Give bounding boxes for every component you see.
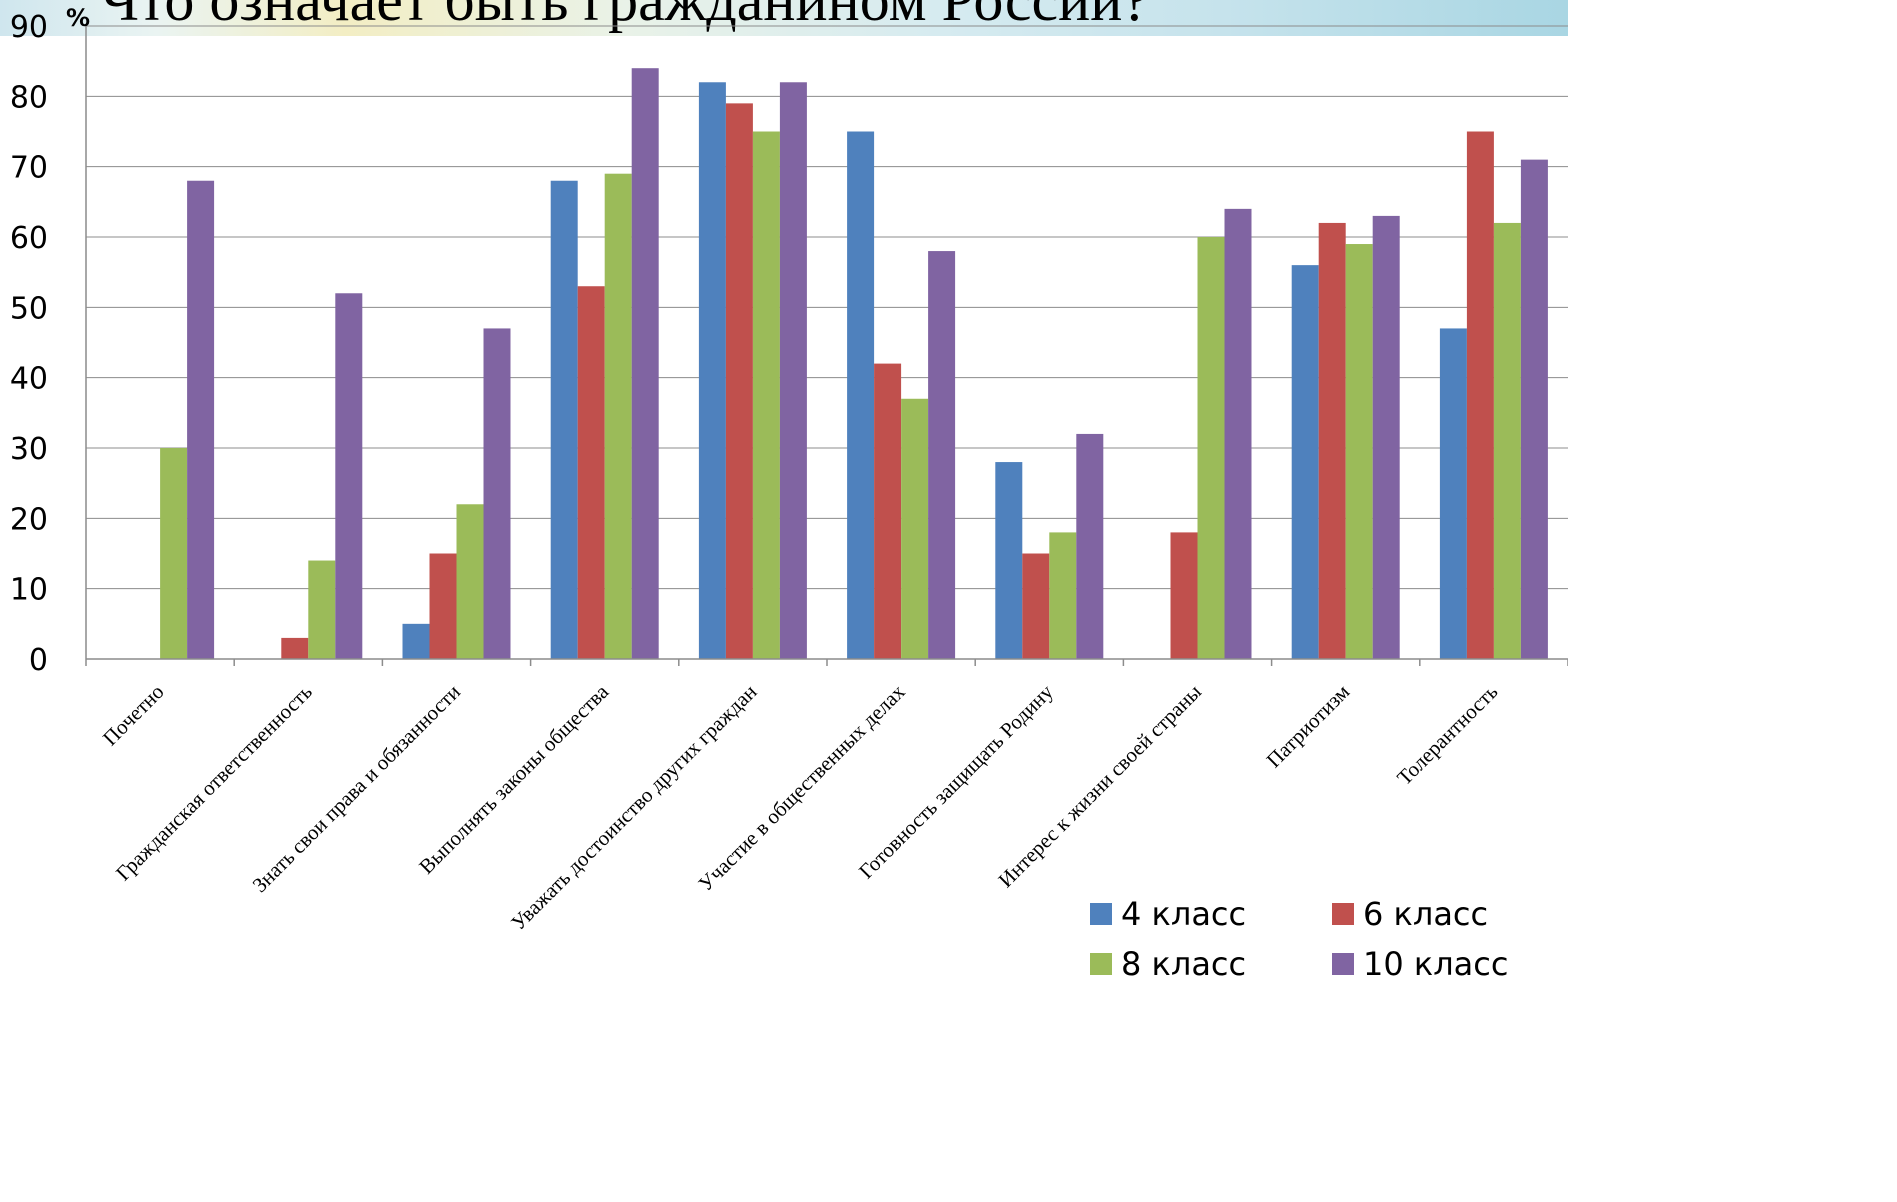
axes — [85, 26, 1568, 666]
y-tick-label: 60 — [10, 221, 48, 256]
x-tick-label: Патриотизм — [1262, 680, 1355, 773]
y-axis-unit: % — [66, 4, 90, 32]
y-tick-label: 50 — [10, 291, 48, 326]
bar — [1049, 532, 1077, 659]
bars — [160, 68, 1548, 660]
bar — [1197, 237, 1225, 659]
bar — [901, 398, 929, 659]
bar — [1439, 328, 1467, 659]
bar — [604, 173, 632, 659]
bar-chart: 0 10 20 30 40 50 60 70 80 90 % ПочетноГражданская… — [10, 4, 1568, 983]
bar — [1520, 159, 1548, 659]
y-tick-label: 90 — [10, 10, 48, 45]
bar — [1076, 433, 1104, 659]
bar — [550, 180, 578, 659]
y-tick-label: 40 — [10, 362, 48, 397]
bar — [725, 103, 753, 659]
y-tick-label: 30 — [10, 432, 48, 467]
y-tick-label: 20 — [10, 502, 48, 537]
title-banner: Что означает быть гражданином России? — [0, 0, 1568, 36]
slide-title: Что означает быть гражданином России? — [100, 0, 1150, 33]
y-tick-label: 80 — [10, 80, 48, 115]
y-tick-label: 0 — [29, 643, 48, 678]
bar — [1318, 222, 1346, 659]
bar — [483, 328, 511, 659]
bar — [752, 131, 780, 659]
y-tick-labels: 0 10 20 30 40 50 60 70 80 90 — [10, 10, 48, 678]
x-tick-label: Уважать достоинство других граждан — [506, 680, 761, 935]
x-tick-label: Почетно — [98, 680, 169, 751]
y-tick-label: 10 — [10, 573, 48, 608]
legend-label: 10 класс — [1363, 945, 1508, 983]
bar — [1224, 208, 1252, 659]
legend-label: 4 класс — [1121, 895, 1246, 933]
x-tick-label: Толерантность — [1392, 680, 1502, 790]
bar — [1170, 532, 1198, 659]
bar — [160, 448, 188, 659]
bar — [456, 504, 484, 659]
bar — [1466, 131, 1494, 659]
legend-swatch — [1090, 903, 1112, 925]
bar — [281, 637, 309, 659]
legend-label: 8 класс — [1121, 945, 1246, 983]
bar — [1022, 553, 1050, 659]
bar — [779, 82, 807, 660]
legend: 4 класс 6 класс 8 класс 10 класс — [1090, 895, 1508, 983]
legend-swatch — [1332, 903, 1354, 925]
bar — [308, 560, 336, 659]
y-tick-label: 70 — [10, 151, 48, 186]
bar — [429, 553, 457, 659]
bar — [847, 131, 875, 659]
bar — [187, 180, 215, 659]
bar — [995, 462, 1023, 659]
bar — [874, 363, 902, 659]
bar — [1345, 244, 1373, 660]
bar — [1291, 265, 1319, 659]
bar — [577, 286, 605, 659]
bar — [928, 251, 956, 660]
bar — [402, 623, 430, 659]
legend-swatch — [1332, 953, 1354, 975]
bar — [1493, 222, 1521, 659]
bar — [631, 68, 659, 659]
legend-swatch — [1090, 953, 1112, 975]
bar — [335, 293, 363, 659]
legend-label: 6 класс — [1363, 895, 1488, 933]
bar — [1372, 215, 1400, 659]
bar — [698, 82, 726, 660]
